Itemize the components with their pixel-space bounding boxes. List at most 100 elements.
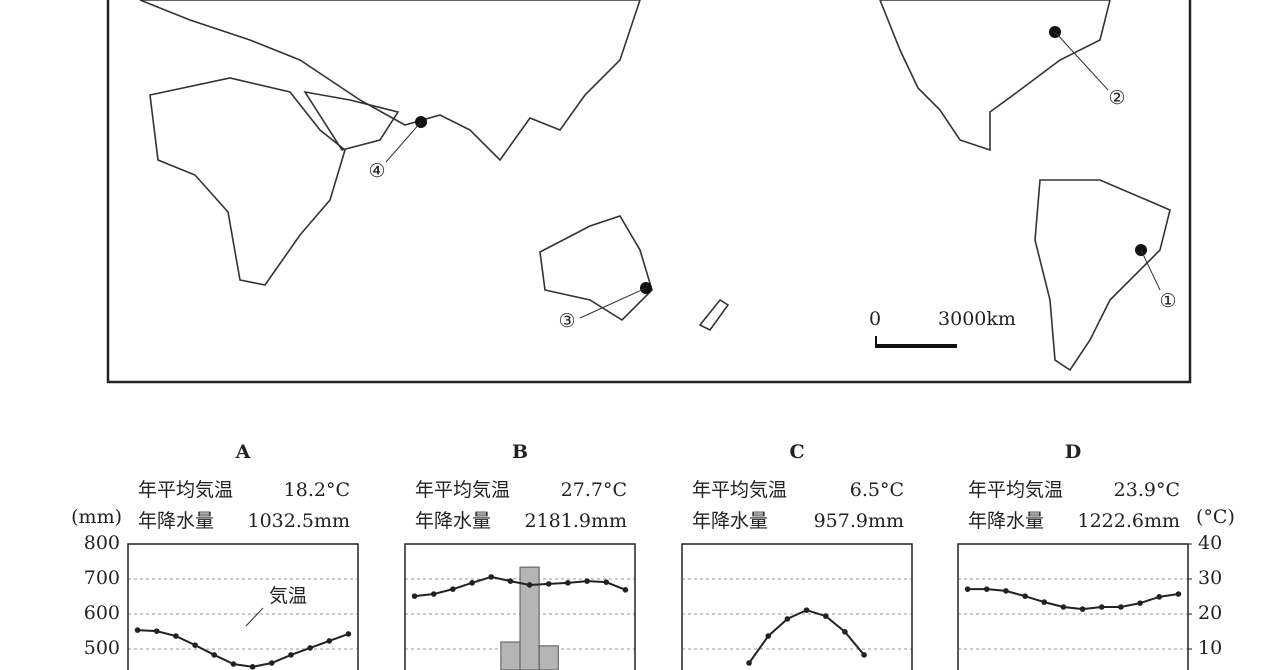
temperature-point <box>526 582 533 588</box>
precip-value: 1032.5mm <box>247 510 350 532</box>
north-america <box>879 0 1111 152</box>
south-america <box>1034 179 1171 372</box>
temperature-point <box>507 578 514 584</box>
temperature-point <box>249 664 256 670</box>
temperature-point <box>842 629 848 635</box>
leader <box>1140 249 1161 291</box>
temperature-point <box>603 579 610 585</box>
temperature-point <box>964 586 971 592</box>
temperature-point <box>230 661 237 667</box>
temperature-point <box>411 593 418 599</box>
temperature-point <box>288 652 294 658</box>
temperature-point <box>746 660 752 666</box>
temp-label: 年平均気温 <box>138 479 233 501</box>
arabia <box>303 90 400 151</box>
temperature-point <box>211 652 218 658</box>
temperature-line <box>414 575 626 598</box>
temperature-point <box>488 574 495 580</box>
temp-value: 18.2°C <box>284 479 350 501</box>
temperature-point <box>268 660 275 666</box>
temperature-point <box>1041 599 1048 605</box>
temp-label: 年平均気温 <box>968 479 1063 501</box>
scale-bar: 0 3000km <box>869 308 1016 348</box>
temperature-point <box>1022 593 1028 599</box>
australia <box>539 215 653 322</box>
site-label: ② <box>1108 87 1125 109</box>
temperature-point <box>803 607 810 613</box>
precipitation-bar <box>538 645 559 670</box>
precipitation-bar <box>500 641 521 670</box>
plot-frame <box>681 543 913 670</box>
temperature-point <box>326 638 333 644</box>
temperature-point <box>565 580 571 586</box>
site-3: ③ <box>558 282 652 332</box>
temperature-point <box>450 586 456 592</box>
temperature-point <box>153 628 160 634</box>
site-2: ② <box>1049 26 1126 109</box>
temperature-point <box>1137 600 1143 606</box>
temperature-point <box>1098 604 1105 610</box>
y-tick-label: 500 <box>84 637 120 659</box>
plot-frame <box>404 543 636 670</box>
site-4: ④ <box>368 116 427 182</box>
eurasia <box>139 0 641 162</box>
africa <box>149 77 346 286</box>
temperature-point <box>1060 604 1067 610</box>
new-zealand <box>698 298 730 332</box>
site-label: ① <box>1159 290 1176 312</box>
annotation: 気温 <box>269 585 307 607</box>
temperature-point <box>584 578 590 584</box>
temperature-line <box>967 588 1179 611</box>
y2-tick-label: 30 <box>1198 567 1222 589</box>
y2-tick-label: 10 <box>1198 637 1222 659</box>
temperature-point <box>307 645 313 651</box>
temperature-point <box>469 580 475 586</box>
map-frame <box>106 0 1192 384</box>
temperature-point <box>622 587 629 593</box>
temperature-point <box>192 642 198 648</box>
temperature-point <box>784 616 791 622</box>
temperature-point <box>983 586 990 592</box>
temperature-point <box>765 633 772 639</box>
y-axis-label: (mm) <box>71 506 122 528</box>
temperature-point <box>1118 604 1124 610</box>
plot-frame <box>957 543 1189 670</box>
plot-frame <box>127 543 359 670</box>
chart-title: C <box>789 441 804 463</box>
annotation-leader <box>245 607 264 627</box>
temp-label: 年平均気温 <box>692 479 787 501</box>
temp-label: 年平均気温 <box>415 479 510 501</box>
temperature-point <box>545 581 552 587</box>
precip-label: 年降水量 <box>138 510 214 532</box>
temp-value: 23.9°C <box>1114 479 1180 501</box>
y-tick-label: 700 <box>84 567 120 589</box>
precip-label: 年降水量 <box>692 510 768 532</box>
chart-title: D <box>1065 441 1081 463</box>
scale-distance: 3000km <box>938 308 1016 330</box>
map: ① ② ③ ④ 0 3000km <box>106 0 1192 384</box>
temperature-point <box>430 591 437 597</box>
scale-zero: 0 <box>869 308 881 330</box>
temperature-point <box>134 627 141 633</box>
y-tick-label: 800 <box>84 532 120 554</box>
precip-label: 年降水量 <box>415 510 491 532</box>
y2-tick-label: 20 <box>1198 602 1222 624</box>
precip-label: 年降水量 <box>968 510 1044 532</box>
temperature-point <box>345 631 352 637</box>
site-1: ① <box>1135 244 1177 312</box>
precip-value: 2181.9mm <box>524 510 627 532</box>
temperature-point <box>861 652 867 658</box>
precip-value: 957.9mm <box>814 510 904 532</box>
temperature-point <box>822 613 829 619</box>
site-label: ③ <box>558 310 575 332</box>
temp-value: 6.5°C <box>850 479 904 501</box>
temperature-point <box>1003 588 1009 594</box>
temp-value: 27.7°C <box>561 479 627 501</box>
temperature-point <box>1175 591 1182 597</box>
leader <box>385 121 422 163</box>
precip-value: 1222.6mm <box>1077 510 1180 532</box>
leader <box>1054 31 1109 91</box>
temperature-line <box>137 629 349 668</box>
